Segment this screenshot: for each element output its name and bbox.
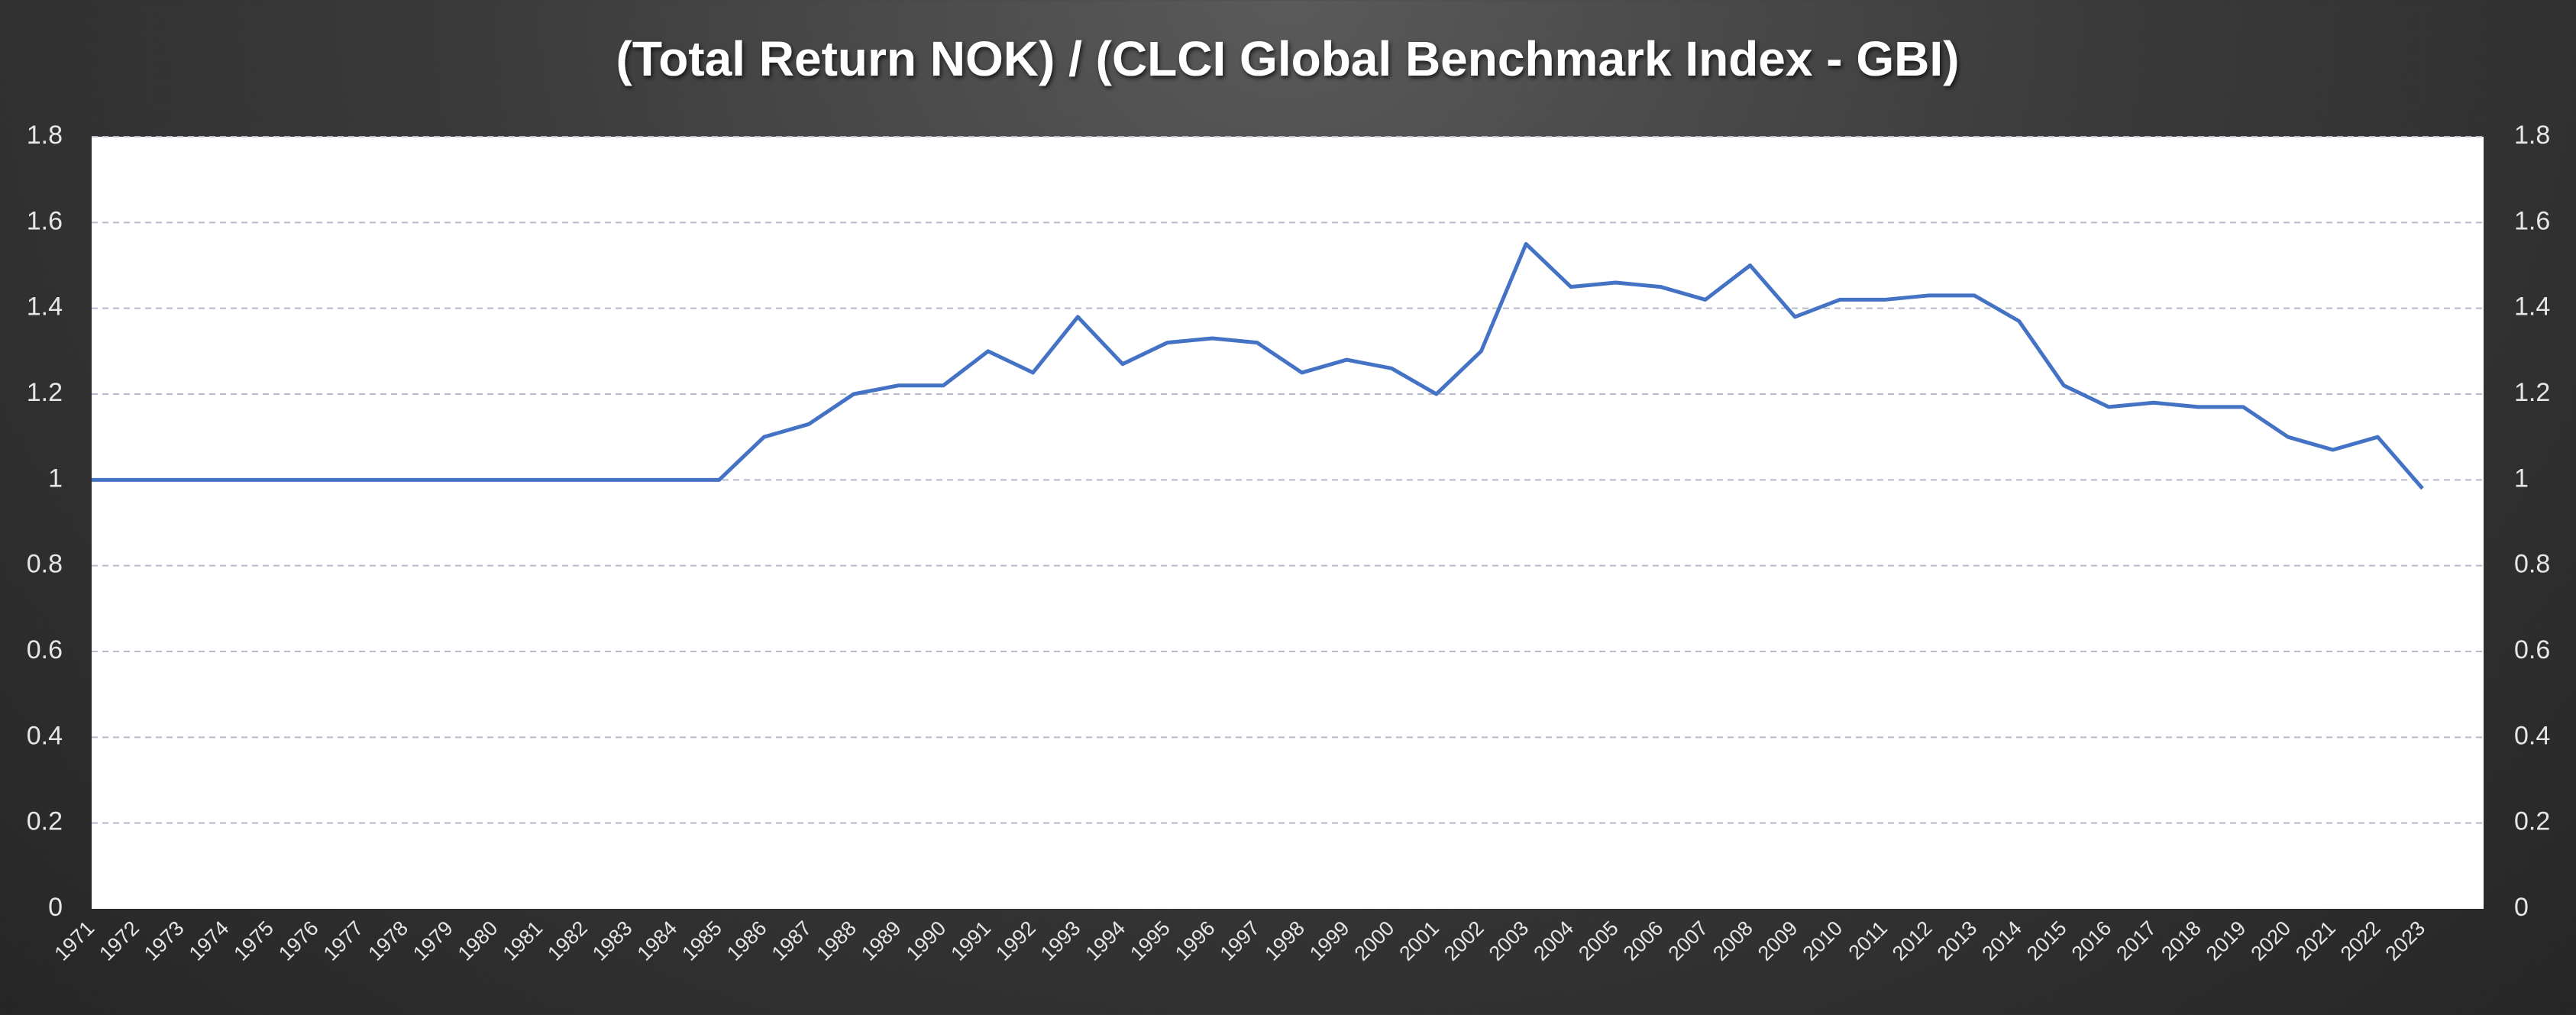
x-tick-label: 1975 [229, 916, 278, 965]
y-tick-label: 0.4 [27, 721, 63, 750]
x-tick-label: 1995 [1126, 916, 1175, 965]
x-tick-label: 2001 [1395, 916, 1443, 965]
y2-tick-label: 1.4 [2514, 293, 2550, 322]
x-tick-label: 1973 [140, 916, 189, 965]
x-tick-label: 1993 [1036, 916, 1085, 965]
y-tick-label: 0.6 [27, 635, 63, 664]
x-tick-label: 2022 [2336, 916, 2385, 965]
y2-tick-label: 0.6 [2514, 635, 2550, 664]
y-tick-label: 1.2 [27, 378, 63, 407]
x-tick-label: 2007 [1664, 916, 1713, 965]
x-tick-label: 2023 [2381, 916, 2430, 965]
y-tick-label: 1.6 [27, 206, 63, 235]
x-tick-label: 1990 [902, 916, 951, 965]
x-tick-label: 1999 [1305, 916, 1354, 965]
x-tick-label: 2002 [1440, 916, 1488, 965]
x-tick-label: 1976 [274, 916, 323, 965]
x-tick-label: 2019 [2202, 916, 2251, 965]
x-tick-label: 1992 [991, 916, 1040, 965]
x-tick-label: 2004 [1529, 916, 1578, 965]
x-tick-label: 1979 [409, 916, 457, 965]
x-tick-label: 1983 [588, 916, 637, 965]
y2-tick-label: 1.8 [2514, 121, 2550, 150]
x-tick-label: 2000 [1350, 916, 1399, 965]
x-tick-label: 2005 [1574, 916, 1623, 965]
x-tick-label: 1982 [543, 916, 592, 965]
x-tick-label: 1981 [499, 916, 548, 965]
y-tick-label: 0.8 [27, 550, 63, 579]
x-tick-label: 2008 [1708, 916, 1757, 965]
x-tick-label: 1989 [857, 916, 906, 965]
x-tick-label: 2014 [1977, 916, 2026, 965]
x-tick-label: 2006 [1619, 916, 1668, 965]
x-tick-label: 2012 [1888, 916, 1937, 965]
y-tick-label: 1 [48, 464, 63, 493]
y2-tick-label: 0.2 [2514, 807, 2550, 836]
x-tick-label: 1998 [1260, 916, 1309, 965]
x-tick-label: 1974 [185, 916, 234, 965]
y2-tick-label: 0.4 [2514, 721, 2550, 750]
x-tick-label: 1988 [812, 916, 861, 965]
y2-tick-label: 1.6 [2514, 206, 2550, 235]
y-tick-label: 0.2 [27, 807, 63, 836]
plot-area [92, 137, 2484, 909]
y-tick-label: 1.4 [27, 293, 63, 322]
x-tick-label: 1994 [1081, 916, 1130, 965]
x-tick-label: 2015 [2022, 916, 2071, 965]
data-line [92, 241, 2424, 490]
x-tick-label: 2018 [2157, 916, 2206, 965]
chart-title: (Total Return NOK) / (CLCI Global Benchm… [616, 31, 1960, 86]
x-tick-label: 1971 [50, 916, 99, 965]
y2-tick-label: 0.8 [2514, 550, 2550, 579]
x-tick-label: 2010 [1799, 916, 1847, 965]
x-tick-label: 1987 [768, 916, 816, 965]
x-tick-label: 2020 [2247, 916, 2296, 965]
x-tick-label: 1996 [1171, 916, 1220, 965]
x-tick-label: 2021 [2291, 916, 2340, 965]
x-tick-label: 2011 [1844, 916, 1892, 964]
x-tick-label: 1978 [364, 916, 412, 965]
x-tick-label: 1984 [633, 916, 682, 965]
x-tick-label: 2009 [1753, 916, 1802, 965]
x-tick-label: 1972 [95, 916, 144, 965]
x-tick-label: 1980 [454, 916, 503, 965]
x-tick-label: 1997 [1216, 916, 1265, 965]
x-tick-label: 1977 [319, 916, 368, 965]
x-tick-label: 2016 [2067, 916, 2116, 965]
x-tick-label: 1986 [722, 916, 771, 965]
y2-tick-label: 1.2 [2514, 378, 2550, 407]
x-tick-label: 1985 [677, 916, 726, 965]
y-tick-label: 0 [48, 893, 63, 922]
x-tick-label: 2013 [1933, 916, 1982, 965]
x-tick-label: 1991 [946, 916, 995, 965]
y2-tick-label: 1 [2514, 464, 2529, 493]
y2-tick-label: 0 [2514, 893, 2529, 922]
y-tick-label: 1.8 [27, 121, 63, 150]
x-tick-label: 2017 [2112, 916, 2161, 965]
x-tick-label: 2003 [1485, 916, 1534, 965]
